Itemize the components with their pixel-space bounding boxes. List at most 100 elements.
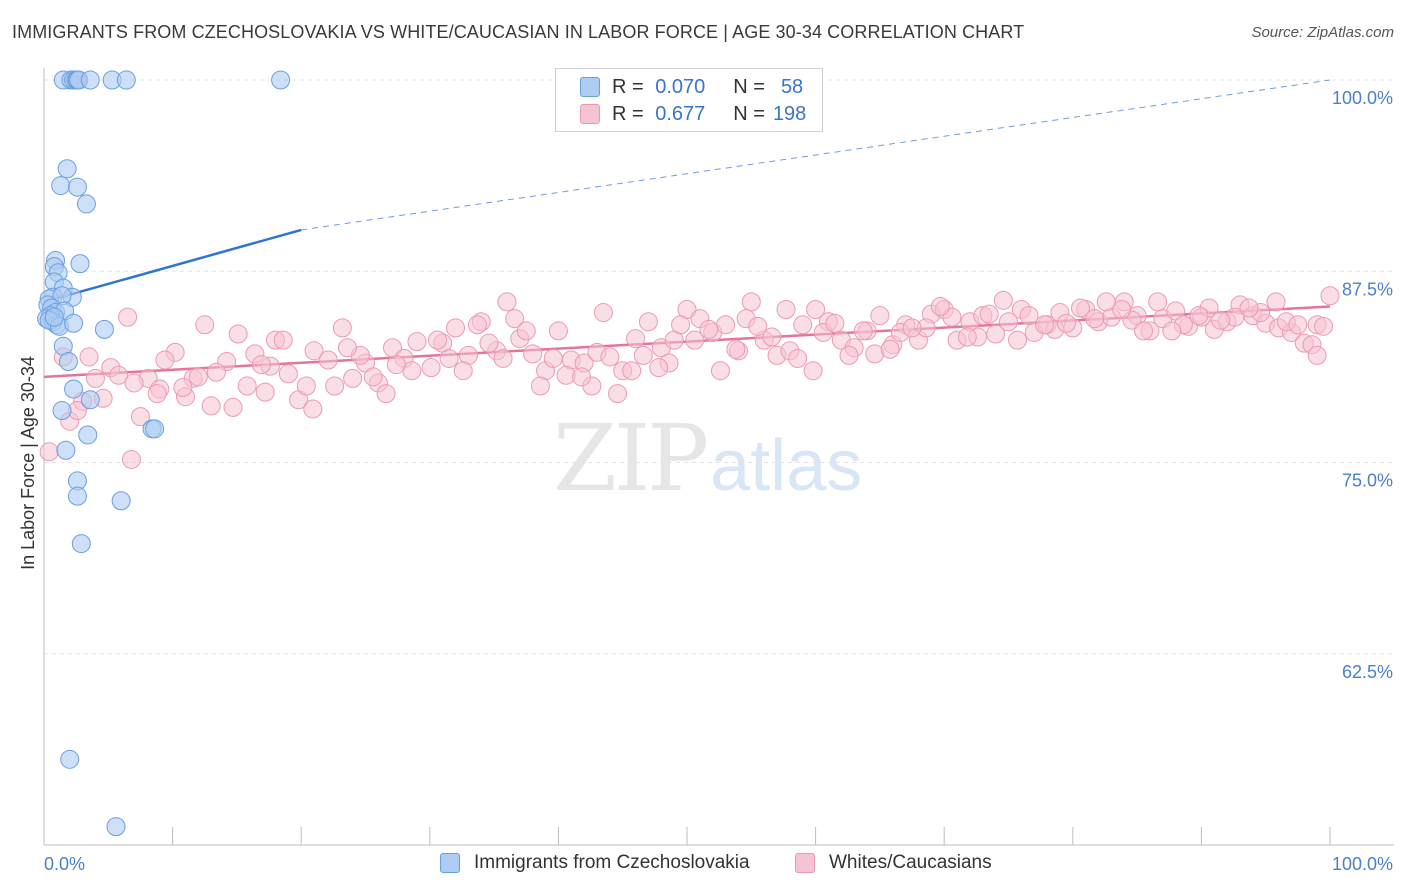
legend-r-label: R =	[612, 102, 644, 125]
data-point-czech	[94, 319, 114, 339]
legend-n-value: 58	[780, 75, 804, 98]
data-point-whites	[278, 364, 298, 384]
data-point-whites	[273, 330, 293, 350]
chart-title: IMMIGRANTS FROM CZECHOSLOVAKIA VS WHITE/…	[12, 22, 1025, 42]
data-point-czech	[64, 313, 84, 333]
data-point-whites	[155, 350, 175, 370]
data-point-whites	[223, 397, 243, 417]
data-point-czech	[80, 70, 100, 90]
data-point-whites	[748, 316, 768, 336]
data-point-czech	[67, 177, 87, 197]
data-point-whites	[493, 348, 513, 368]
y-tick-label: 87.5%	[1342, 279, 1393, 299]
data-point-whites	[1162, 321, 1182, 341]
data-point-whites	[930, 296, 950, 316]
data-point-czech	[56, 440, 76, 460]
data-point-whites	[376, 384, 396, 404]
data-point-whites	[1112, 300, 1132, 319]
data-point-whites	[803, 361, 823, 381]
data-point-czech	[71, 534, 91, 554]
data-point-whites	[1320, 286, 1340, 306]
legend-r-label: R =	[612, 75, 644, 98]
data-point-whites	[986, 324, 1006, 344]
data-point-whites	[1085, 309, 1105, 329]
data-point-czech	[271, 70, 291, 90]
data-point-whites	[446, 318, 466, 338]
watermark-zip: ZIP	[553, 405, 709, 512]
data-point-whites	[788, 348, 808, 368]
data-point-whites	[118, 307, 138, 327]
data-point-czech	[67, 486, 87, 506]
data-point-whites	[85, 368, 105, 388]
data-point-whites	[1189, 306, 1209, 326]
legend-n-label: N =	[733, 102, 765, 125]
legend-item-whites: Whites/Caucasians	[795, 852, 992, 874]
y-tick-label: 62.5%	[1342, 662, 1393, 682]
data-point-whites	[505, 309, 525, 329]
data-point-whites	[479, 333, 499, 353]
data-point-whites	[600, 347, 620, 367]
data-point-whites	[325, 376, 345, 396]
data-point-whites	[870, 306, 890, 326]
data-point-czech	[52, 400, 72, 420]
data-point-whites	[671, 315, 691, 335]
data-point-whites	[1056, 313, 1076, 333]
data-point-czech	[44, 307, 64, 327]
data-point-whites	[343, 368, 363, 388]
series-whites-points	[39, 286, 1340, 469]
data-point-czech	[80, 390, 100, 410]
data-point-whites	[716, 315, 736, 335]
data-point-whites	[685, 330, 705, 350]
watermark-atlas: atlas	[710, 426, 863, 506]
data-point-czech	[64, 379, 84, 399]
legend-r-value: 0.677	[655, 102, 706, 125]
data-point-whites	[497, 292, 517, 312]
data-point-whites	[337, 338, 357, 358]
data-point-whites	[530, 376, 550, 396]
legend-swatch-czech	[580, 77, 600, 97]
data-point-czech	[60, 749, 80, 769]
data-point-whites	[332, 318, 352, 338]
data-point-whites	[121, 449, 141, 469]
data-point-whites	[776, 300, 796, 319]
data-point-whites	[201, 396, 221, 416]
data-point-czech	[78, 425, 98, 445]
data-point-whites	[439, 348, 459, 368]
data-point-whites	[1314, 316, 1334, 336]
data-point-czech	[51, 176, 71, 196]
watermark: ZIPatlas	[553, 405, 862, 512]
data-point-whites	[453, 361, 473, 381]
trend-line-czech	[43, 228, 302, 304]
data-point-whites	[993, 290, 1013, 310]
data-point-whites	[726, 339, 746, 359]
data-point-whites	[793, 315, 813, 335]
data-point-czech	[116, 70, 136, 90]
data-point-whites	[806, 300, 826, 319]
data-point-whites	[572, 367, 592, 387]
data-point-whites	[109, 365, 129, 385]
data-point-czech	[145, 419, 165, 439]
data-point-whites	[1307, 345, 1327, 365]
data-point-whites	[428, 330, 448, 350]
legend-label-whites: Whites/Caucasians	[829, 852, 992, 873]
legend-swatch-czech	[440, 853, 460, 873]
data-point-whites	[839, 345, 859, 365]
data-point-whites	[543, 348, 563, 368]
data-point-whites	[979, 304, 999, 324]
x-tick-label: 100.0%	[1332, 854, 1393, 874]
correlation-legend: R = 0.070 N = 58 R = 0.677 N = 198	[555, 68, 823, 132]
legend-row-czech: R = 0.070 N = 58	[580, 74, 803, 100]
data-point-whites	[421, 358, 441, 378]
data-point-whites	[188, 367, 208, 387]
y-tick-label: 75.0%	[1342, 471, 1393, 491]
data-point-whites	[255, 382, 275, 402]
y-tick-label: 100.0%	[1332, 88, 1393, 108]
legend-n-label: N =	[733, 75, 765, 98]
data-point-whites	[1071, 298, 1091, 318]
data-point-whites	[407, 332, 427, 352]
x-tick-label: 0.0%	[44, 854, 85, 874]
data-point-whites	[1239, 298, 1259, 318]
data-point-whites	[386, 355, 406, 375]
data-point-whites	[130, 407, 150, 427]
